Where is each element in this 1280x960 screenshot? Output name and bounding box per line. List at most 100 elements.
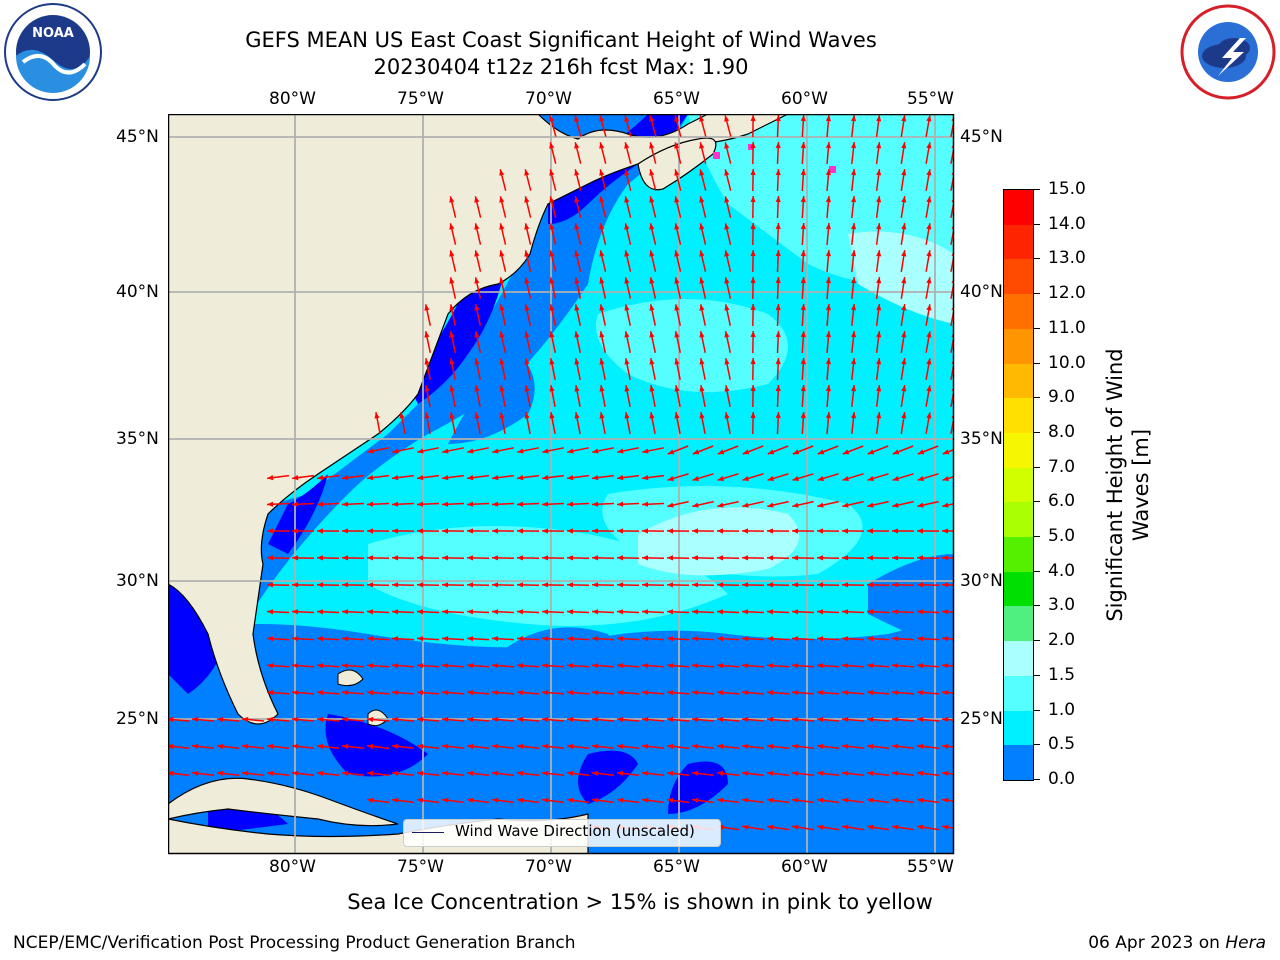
wind-wave-arrow	[441, 609, 465, 615]
wind-wave-arrow	[875, 169, 882, 191]
wind-wave-arrow	[574, 115, 582, 137]
colorbar-ticks: 15.0 14.0 13.0 12.0 11.0 10.0 9.0 8.0 7.0 6.0 5.0 4…	[1033, 179, 1093, 789]
wind-wave-arrow	[724, 277, 732, 299]
wind-wave-arrow	[649, 169, 657, 191]
wind-wave-arrow	[775, 276, 781, 300]
wind-wave-arrow	[716, 690, 740, 696]
colorbar-tick-mark	[1033, 466, 1040, 468]
wind-wave-arrow	[474, 223, 482, 245]
wind-wave-arrow	[491, 501, 515, 507]
wind-wave-arrow	[492, 797, 514, 804]
wind-wave-arrow	[366, 555, 390, 561]
wind-wave-arrow	[517, 474, 539, 481]
wind-wave-arrow	[316, 528, 340, 534]
wind-wave-arrow	[566, 663, 590, 669]
wind-wave-arrow	[917, 473, 939, 481]
lat-label-left-30n: 30°N	[116, 571, 159, 591]
wind-wave-arrow	[168, 716, 190, 723]
wind-wave-arrow	[549, 250, 557, 272]
lon-label-bottom-70w: 70°W	[525, 857, 572, 877]
colorbar-label: Significant Height of Wind Waves [m]	[1102, 335, 1162, 635]
wind-wave-arrow	[474, 412, 481, 434]
wind-wave-arrow	[800, 411, 806, 435]
wind-wave-arrow	[724, 304, 732, 326]
wind-wave-arrow	[667, 743, 689, 750]
wind-wave-arrow	[466, 636, 490, 642]
wind-wave-arrow	[800, 114, 806, 138]
issued-date-text: 06 Apr 2023 on	[1088, 933, 1226, 953]
wind-wave-arrow	[517, 797, 539, 804]
wind-wave-arrow	[724, 331, 732, 353]
wind-wave-arrow	[866, 609, 890, 615]
wind-wave-arrow	[692, 500, 714, 508]
lat-label-left-45n: 45°N	[116, 127, 159, 147]
wind-wave-arrow	[750, 276, 756, 300]
wind-wave-arrow	[566, 582, 590, 588]
wind-wave-arrow	[875, 331, 882, 353]
wind-wave-arrow	[699, 358, 706, 380]
wind-wave-arrow	[691, 609, 715, 615]
wind-wave-arrow	[599, 358, 606, 380]
wind-wave-arrow	[825, 222, 831, 246]
wind-wave-arrow	[416, 501, 440, 507]
wind-wave-arrow	[599, 304, 607, 326]
wind-wave-arrow	[851, 196, 857, 218]
wind-wave-arrow	[766, 824, 790, 831]
legend-label: Wind Wave Direction (unscaled)	[455, 822, 695, 840]
wind-wave-arrow	[516, 582, 540, 588]
wind-wave-arrows	[168, 114, 954, 831]
wind-wave-arrow	[750, 330, 756, 354]
wind-wave-arrow	[267, 474, 289, 481]
wind-wave-arrow	[851, 412, 857, 434]
wind-wave-arrow	[841, 663, 865, 669]
wind-wave-arrow	[825, 249, 831, 273]
wind-wave-arrow	[851, 358, 857, 380]
wind-wave-arrow	[524, 196, 532, 218]
wind-wave-arrow	[791, 690, 815, 696]
wind-wave-arrow	[367, 770, 389, 777]
wind-wave-arrow	[699, 385, 706, 407]
wind-wave-arrow	[667, 797, 689, 804]
wind-wave-arrow	[699, 277, 707, 299]
wind-wave-arrow	[417, 447, 439, 454]
wind-wave-arrow	[692, 473, 714, 481]
issued-date: 06 Apr 2023 on Hera	[1088, 933, 1266, 953]
wind-wave-arrow	[417, 743, 439, 750]
lon-label-bottom-60w: 60°W	[781, 857, 828, 877]
wind-wave-arrow	[592, 770, 614, 777]
wind-wave-arrow	[750, 384, 756, 408]
wind-wave-arrow	[266, 609, 290, 615]
wind-wave-arrow	[851, 169, 857, 191]
lon-label-bottom-55w: 55°W	[907, 857, 954, 877]
wind-wave-arrow	[691, 555, 715, 561]
colorbar-tick-label: 5.0	[1048, 526, 1076, 547]
wind-wave-arrow	[616, 690, 640, 696]
wind-wave-arrow	[900, 411, 907, 435]
wind-wave-arrow	[667, 770, 689, 777]
wind-wave-arrow	[875, 358, 882, 380]
wind-wave-arrow	[766, 528, 790, 534]
colorbar-segment	[1004, 745, 1033, 781]
wind-wave-arrow	[841, 555, 865, 561]
wind-wave-arrow	[624, 304, 632, 326]
wind-wave-arrow	[491, 528, 515, 534]
wind-wave-arrow	[851, 115, 857, 137]
wind-wave-arrow	[866, 824, 890, 831]
wind-wave-arrow	[851, 304, 857, 326]
wind-wave-arrow	[717, 445, 739, 455]
wind-wave-arrow	[567, 770, 589, 777]
colorbar-segment	[1004, 432, 1033, 469]
wind-wave-arrow	[925, 115, 932, 137]
wind-wave-arrow	[875, 223, 882, 245]
wind-wave-arrow	[741, 716, 765, 723]
colorbar-tick-label: 4.0	[1048, 560, 1076, 581]
wind-wave-arrow	[541, 555, 565, 561]
lat-label-right-35n: 35°N	[960, 429, 1003, 449]
wind-wave-arrow	[316, 663, 340, 669]
wind-wave-arrow	[441, 528, 465, 534]
wind-wave-arrow	[900, 114, 907, 138]
wind-wave-arrow	[691, 582, 715, 588]
wind-wave-arrow	[467, 770, 489, 777]
wind-wave-arrow	[374, 412, 381, 434]
wind-wave-arrow	[399, 412, 406, 434]
